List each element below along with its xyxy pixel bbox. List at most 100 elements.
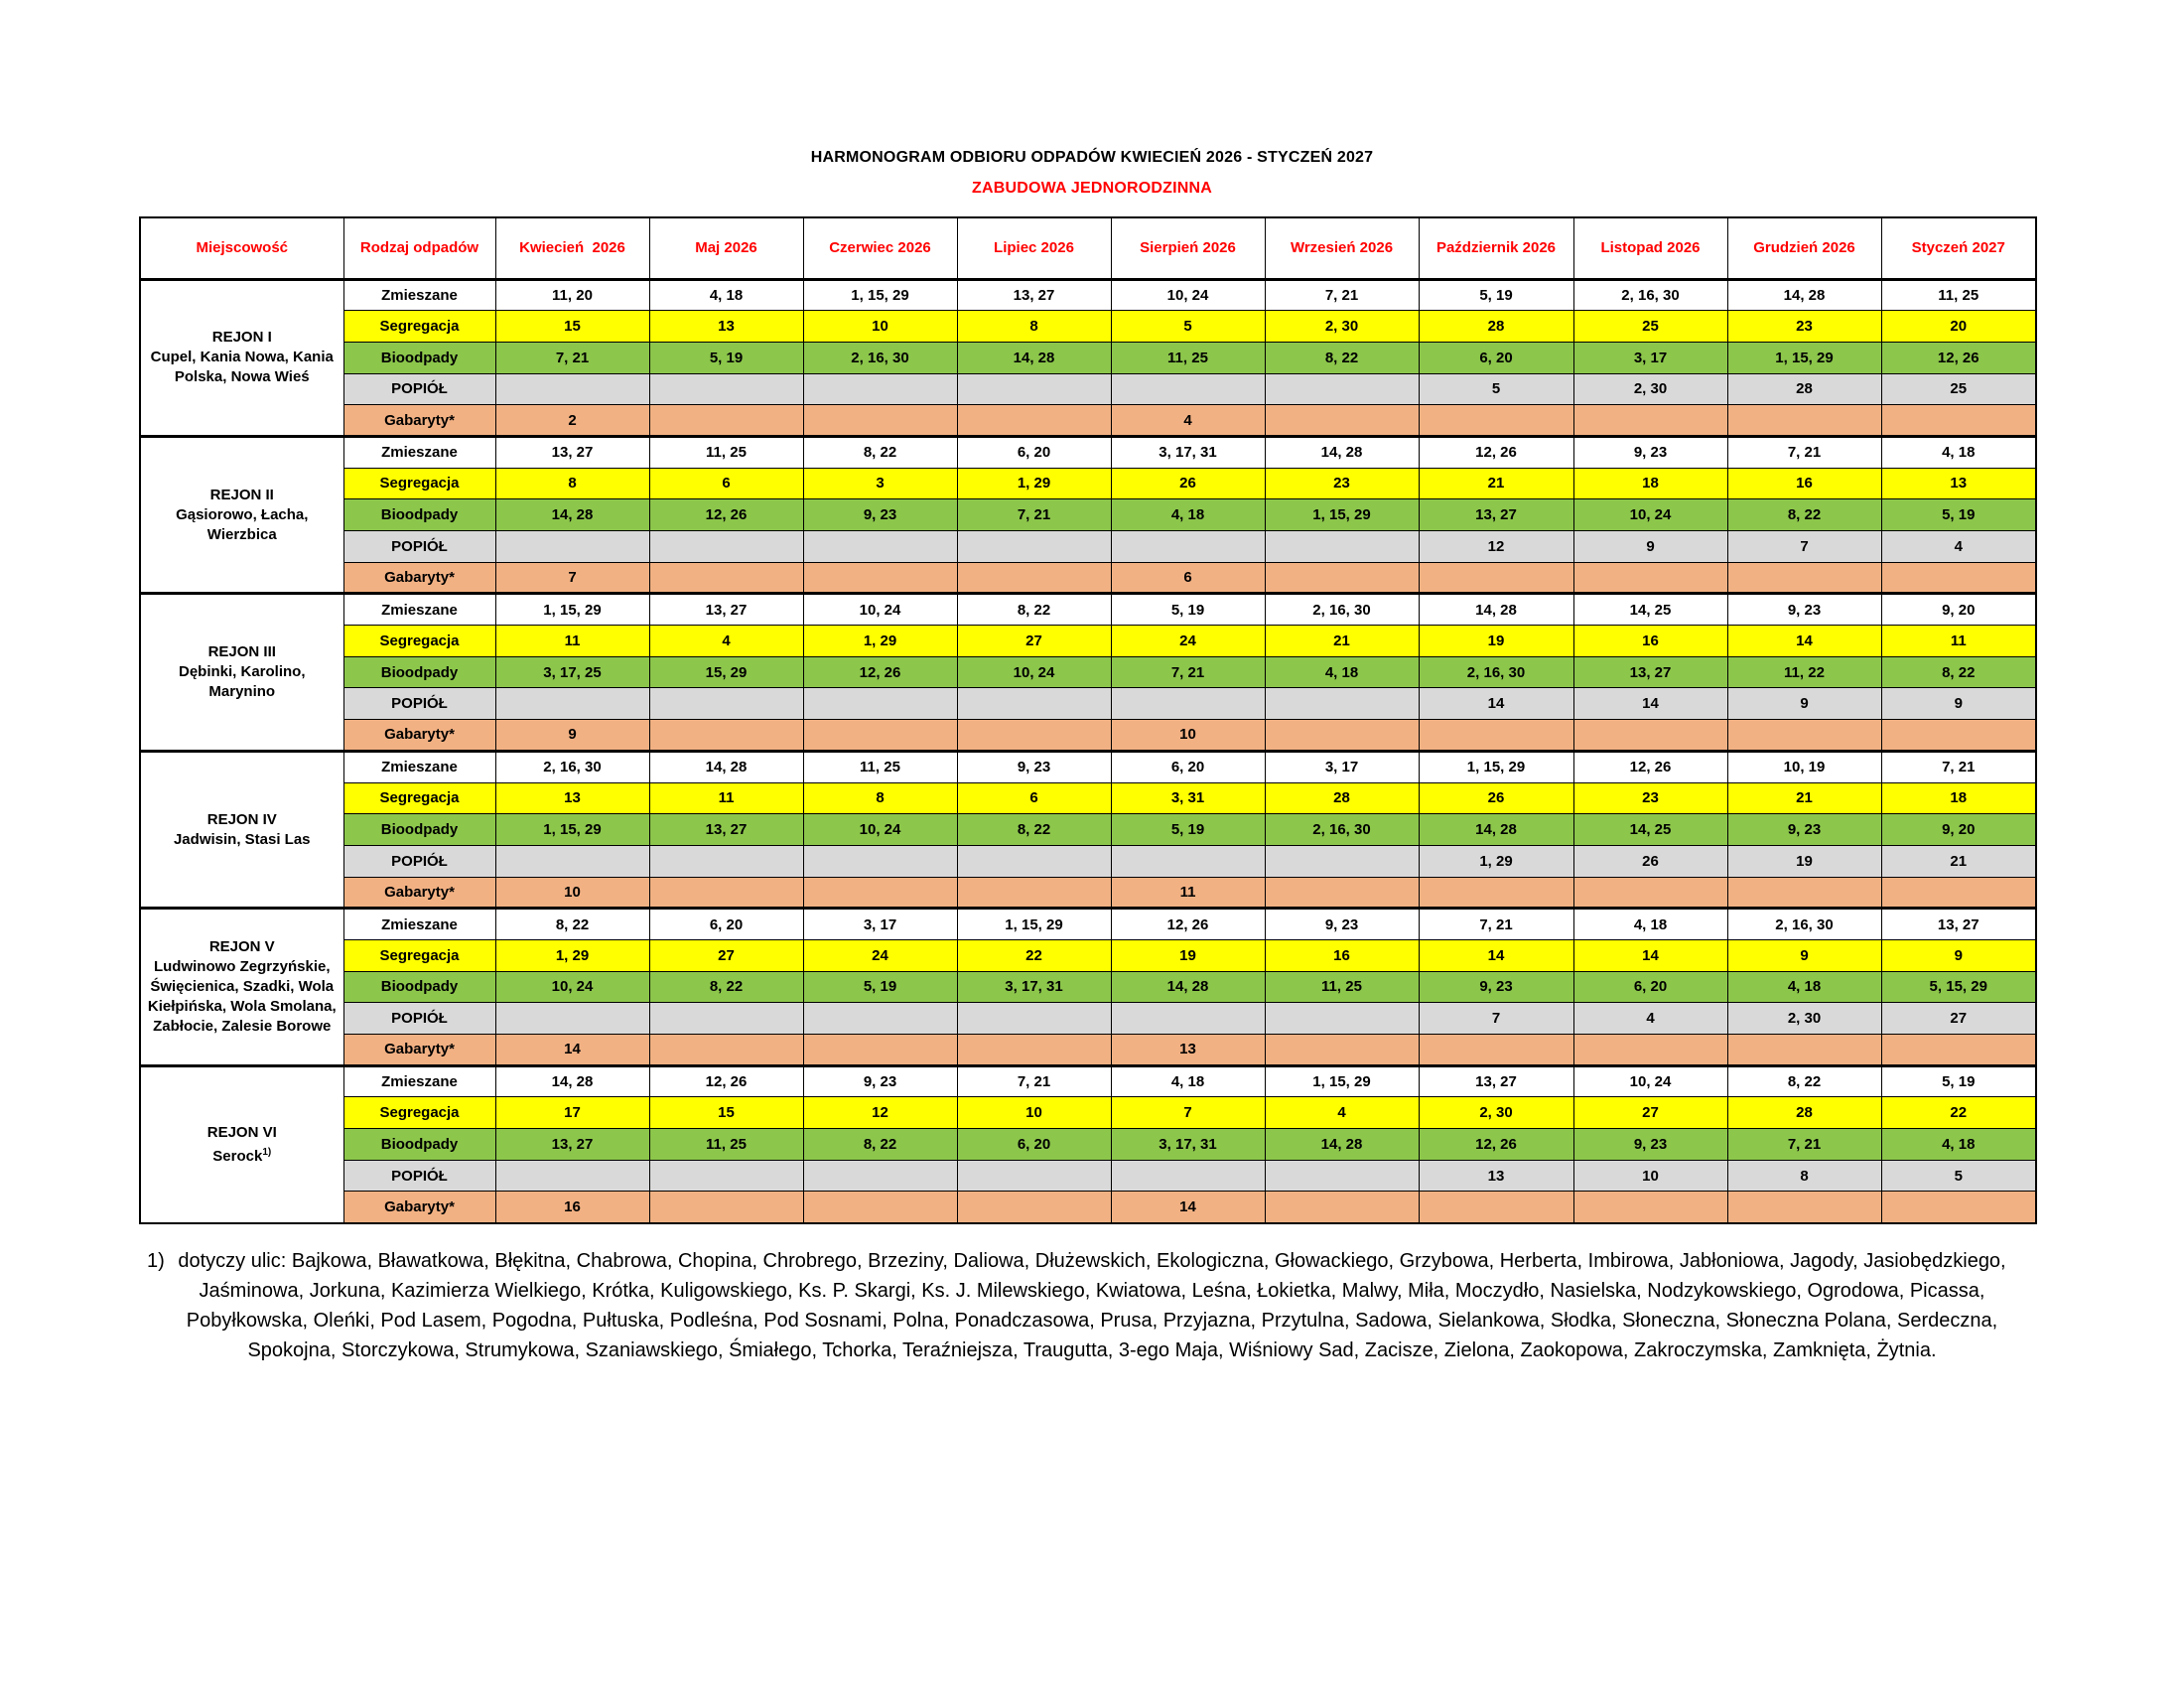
schedule-cell: 1, 29 <box>1418 844 1574 878</box>
schedule-cell: 11, 25 <box>802 749 958 783</box>
schedule-cell: 5, 19 <box>1880 1063 2037 1098</box>
schedule-cell <box>1264 1191 1420 1224</box>
schedule-cell: 24 <box>802 938 958 972</box>
schedule-cell: 4 <box>648 625 804 657</box>
schedule-cell: 2, 16, 30 <box>1264 813 1420 846</box>
schedule-cell: 4 <box>1110 404 1266 437</box>
region-cell: REJON II Gąsiorowo, Łacha, Wierzbica <box>139 434 344 595</box>
schedule-cell: 12, 26 <box>1110 907 1266 940</box>
schedule-cell: 27 <box>648 938 804 972</box>
schedule-cell <box>1110 372 1266 406</box>
schedule-cell: 7, 21 <box>956 498 1112 531</box>
document-title: HARMONOGRAM ODBIORU ODPADÓW KWIECIEŃ 202… <box>810 149 1374 166</box>
schedule-cell: 9, 23 <box>802 1063 958 1098</box>
schedule-cell: 12, 26 <box>1572 749 1728 783</box>
schedule-cell <box>1726 404 1882 437</box>
waste-type-label: POPIÓŁ <box>342 372 496 406</box>
column-header-month: Styczeń 2027 <box>1880 216 2037 281</box>
schedule-cell: 14, 28 <box>1418 592 1574 627</box>
schedule-cell: 14, 28 <box>1110 970 1266 1004</box>
region-localities: Serock1) <box>212 1146 272 1165</box>
schedule-cell: 6, 20 <box>956 1128 1112 1161</box>
waste-type-label: Zmieszane <box>342 592 496 627</box>
schedule-cell: 11, 25 <box>648 1128 804 1161</box>
schedule-cell: 1, 15, 29 <box>494 813 650 846</box>
schedule-cell: 9, 23 <box>1264 907 1420 940</box>
column-header-month: Październik 2026 <box>1418 216 1574 281</box>
column-header-month: Kwiecień 2026 <box>494 216 650 281</box>
region-cell: REJON IV Jadwisin, Stasi Las <box>139 749 344 910</box>
schedule-cell: 26 <box>1572 844 1728 878</box>
schedule-cell: 6 <box>648 467 804 500</box>
schedule-cell: 5 <box>1418 372 1574 406</box>
schedule-cell <box>1264 561 1420 595</box>
schedule-cell: 4 <box>1264 1096 1420 1130</box>
schedule-cell: 9 <box>1880 938 2037 972</box>
schedule-cell: 27 <box>1572 1096 1728 1130</box>
footnote-line: Spokojna, Storczykowa, Strumykowa, Szani… <box>247 1338 1937 1361</box>
schedule-cell: 13 <box>1418 1159 1574 1193</box>
region-localities: Dębinki, Karolino, Marynino <box>178 663 306 701</box>
schedule-cell: 10 <box>1572 1159 1728 1193</box>
schedule-cell: 5, 19 <box>648 341 804 374</box>
schedule-cell: 11, 25 <box>1110 341 1266 374</box>
schedule-cell <box>1572 404 1728 437</box>
schedule-cell: 2, 16, 30 <box>1418 655 1574 689</box>
schedule-cell <box>956 687 1112 721</box>
schedule-cell <box>802 1159 958 1193</box>
schedule-cell: 9 <box>494 719 650 752</box>
schedule-cell: 11, 25 <box>1264 970 1420 1004</box>
schedule-cell: 24 <box>1110 625 1266 657</box>
region-footnote-ref: 1) <box>262 1146 272 1158</box>
schedule-cell <box>1264 530 1420 563</box>
region-cell: REJON VI Serock1) <box>139 1063 344 1224</box>
schedule-cell: 9, 23 <box>1726 813 1882 846</box>
schedule-cell: 7, 21 <box>494 341 650 374</box>
schedule-cell: 8 <box>956 310 1112 343</box>
schedule-cell <box>956 404 1112 437</box>
schedule-cell: 19 <box>1726 844 1882 878</box>
column-header-month: Wrzesień 2026 <box>1264 216 1420 281</box>
schedule-cell: 7, 21 <box>1264 277 1420 312</box>
schedule-cell <box>802 530 958 563</box>
schedule-cell: 13, 27 <box>494 434 650 469</box>
schedule-cell: 5, 19 <box>802 970 958 1004</box>
schedule-cell: 1, 15, 29 <box>1264 498 1420 531</box>
waste-type-label: POPIÓŁ <box>342 1159 496 1193</box>
schedule-cell: 7 <box>494 561 650 595</box>
schedule-cell: 8, 22 <box>1726 498 1882 531</box>
schedule-cell <box>802 876 958 910</box>
region-localities: Cupel, Kania Nowa, Kania Polska, Nowa Wi… <box>150 349 334 386</box>
column-header-month: Czerwiec 2026 <box>802 216 958 281</box>
schedule-cell: 17 <box>494 1096 650 1130</box>
schedule-cell: 3, 17 <box>1572 341 1728 374</box>
schedule-cell: 10, 19 <box>1726 749 1882 783</box>
footnote-marker: 1) <box>147 1249 165 1272</box>
schedule-cell <box>956 1034 1112 1066</box>
schedule-cell: 3 <box>802 467 958 500</box>
schedule-cell: 3, 31 <box>1110 781 1266 815</box>
schedule-cell: 1, 15, 29 <box>1264 1063 1420 1098</box>
schedule-cell: 23 <box>1726 310 1882 343</box>
schedule-cell: 14, 28 <box>494 1063 650 1098</box>
schedule-cell: 16 <box>1264 938 1420 972</box>
schedule-cell <box>956 1159 1112 1193</box>
schedule-cell: 16 <box>1726 467 1882 500</box>
schedule-cell <box>1880 876 2037 910</box>
schedule-cell: 22 <box>1880 1096 2037 1130</box>
schedule-cell: 4, 18 <box>1110 1063 1266 1098</box>
schedule-cell: 6, 20 <box>1110 749 1266 783</box>
schedule-cell <box>956 372 1112 406</box>
schedule-cell: 8 <box>494 467 650 500</box>
schedule-cell <box>1418 1191 1574 1224</box>
schedule-cell <box>802 1191 958 1224</box>
schedule-cell: 12, 26 <box>648 498 804 531</box>
schedule-cell: 12, 26 <box>1418 1128 1574 1161</box>
schedule-cell: 28 <box>1264 781 1420 815</box>
schedule-cell: 23 <box>1572 781 1728 815</box>
waste-type-label: Segregacja <box>342 781 496 815</box>
schedule-cell: 12, 26 <box>1880 341 2037 374</box>
schedule-cell <box>1572 561 1728 595</box>
schedule-cell: 14 <box>1572 687 1728 721</box>
schedule-cell <box>648 876 804 910</box>
